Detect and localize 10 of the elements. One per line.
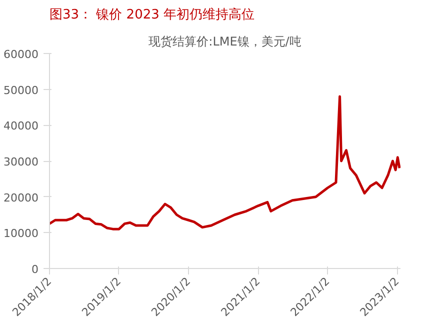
y-tick-label: 50000: [4, 84, 39, 97]
y-tick-label: 20000: [4, 191, 39, 204]
line-series: [50, 95, 400, 230]
y-tick-label: 40000: [4, 120, 39, 133]
y-tick-label: 30000: [4, 156, 39, 168]
chart-title: 图33： 镍价 2023 年初仍维持高位: [50, 6, 255, 22]
y-tick-label: 0: [32, 263, 38, 276]
chart-subtitle: 现货结算价:LME镍，美元/吨: [148, 34, 302, 48]
y-tick-label: 60000: [4, 48, 39, 61]
y-tick-label: 10000: [4, 227, 39, 240]
